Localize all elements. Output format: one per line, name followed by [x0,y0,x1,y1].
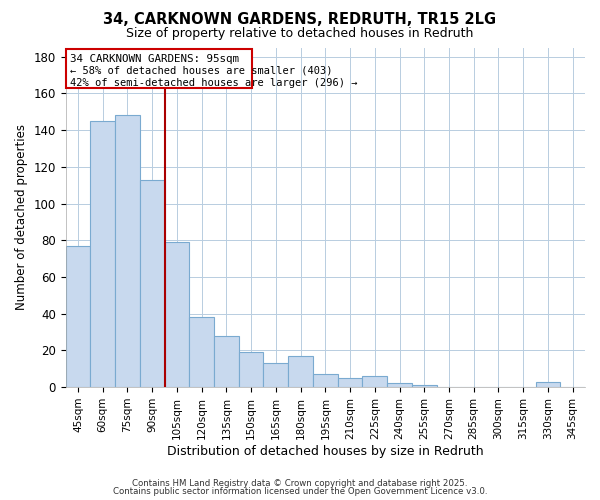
Bar [91,121,115,387]
Bar [263,363,288,387]
Bar [164,242,190,387]
Bar [190,318,214,387]
Bar [338,378,362,387]
Bar [536,382,560,387]
Bar [313,374,338,387]
Bar [387,384,412,387]
Text: 34 CARKNOWN GARDENS: 95sqm: 34 CARKNOWN GARDENS: 95sqm [70,54,239,64]
Text: Size of property relative to detached houses in Redruth: Size of property relative to detached ho… [127,28,473,40]
Bar [115,116,140,387]
Bar [362,376,387,387]
Text: ← 58% of detached houses are smaller (403): ← 58% of detached houses are smaller (40… [70,66,332,76]
Text: Contains public sector information licensed under the Open Government Licence v3: Contains public sector information licen… [113,487,487,496]
Text: 34, CARKNOWN GARDENS, REDRUTH, TR15 2LG: 34, CARKNOWN GARDENS, REDRUTH, TR15 2LG [103,12,497,28]
Bar [214,336,239,387]
Y-axis label: Number of detached properties: Number of detached properties [15,124,28,310]
Bar [239,352,263,387]
Text: 42% of semi-detached houses are larger (296) →: 42% of semi-detached houses are larger (… [70,78,358,88]
Bar [65,246,91,387]
FancyBboxPatch shape [66,50,251,88]
Bar [140,180,164,387]
Bar [412,386,437,387]
X-axis label: Distribution of detached houses by size in Redruth: Distribution of detached houses by size … [167,444,484,458]
Text: Contains HM Land Registry data © Crown copyright and database right 2025.: Contains HM Land Registry data © Crown c… [132,478,468,488]
Bar [288,356,313,387]
